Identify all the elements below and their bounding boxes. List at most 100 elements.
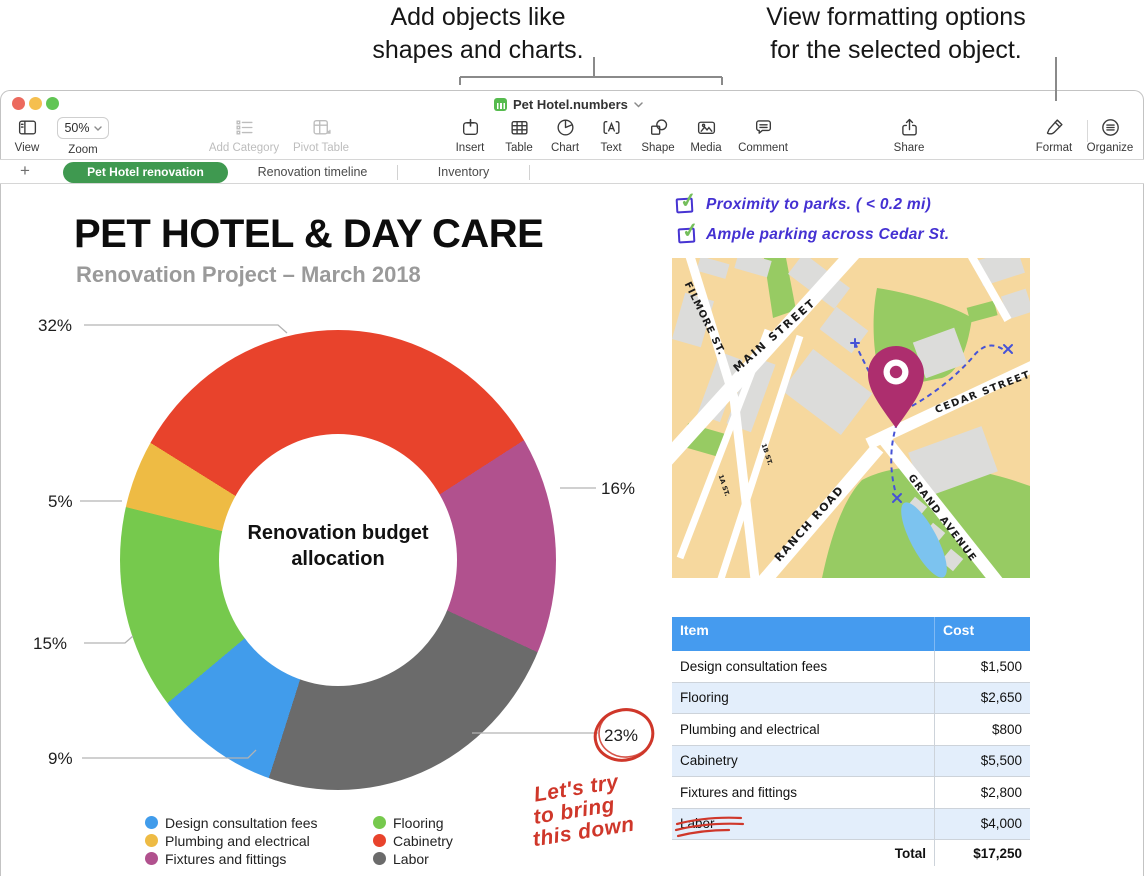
tab-strip: Pet Hotel renovation Renovation timeline I… bbox=[63, 161, 530, 183]
item-cell[interactable]: Cabinetry bbox=[672, 745, 935, 776]
chart-label: Chart bbox=[550, 142, 580, 154]
chart-button[interactable]: Chart bbox=[537, 117, 593, 154]
table-row[interactable]: Cabinetry $5,500 bbox=[672, 745, 1030, 777]
comment-label: Comment bbox=[738, 142, 788, 154]
comment-icon bbox=[755, 120, 771, 134]
format-paintbrush-icon bbox=[1046, 119, 1063, 135]
neighborhood-map[interactable]: FILMORE ST. MAIN STREET CEDAR STREET GRA… bbox=[672, 258, 1030, 578]
item-cell[interactable]: Labor bbox=[672, 808, 935, 839]
view-button[interactable]: View bbox=[3, 117, 51, 154]
table-row[interactable]: Plumbing and electrical $800 bbox=[672, 714, 1030, 746]
pct-label-design: 9% bbox=[48, 749, 73, 768]
route-markers bbox=[850, 338, 1013, 503]
legend-col-2[interactable]: Flooring Cabinetry Labor bbox=[373, 814, 453, 867]
legend-swatch bbox=[145, 834, 158, 847]
add-category-icon bbox=[235, 120, 253, 135]
table-row[interactable]: Labor $4,000 bbox=[672, 808, 1030, 840]
media-button[interactable]: Media bbox=[678, 117, 734, 154]
legend-label: Fixtures and fittings bbox=[165, 850, 287, 867]
sheet-subtitle[interactable]: Renovation Project – March 2018 bbox=[76, 262, 421, 287]
donut-chart-title: Renovation budget allocation bbox=[247, 522, 429, 570]
cost-cell[interactable]: $5,500 bbox=[980, 753, 1022, 769]
cost-table-header: Item Cost bbox=[672, 617, 1030, 651]
legend-col-1[interactable]: Design consultation fees Plumbing and ele… bbox=[145, 815, 318, 867]
shape-label: Shape bbox=[641, 142, 675, 154]
callout-add-objects-line1: Add objects like bbox=[390, 3, 566, 31]
tab-renovation-timeline[interactable]: Renovation timeline bbox=[228, 164, 398, 180]
header-cost[interactable]: Cost bbox=[943, 622, 975, 638]
close-button[interactable] bbox=[12, 97, 25, 110]
cost-cell[interactable]: $1,500 bbox=[980, 658, 1022, 674]
item-cell[interactable]: Design consultation fees bbox=[672, 651, 935, 682]
callout-view-formatting-line1: View formatting options bbox=[766, 3, 1026, 31]
callout-add-objects: Add objects like shapes and charts. bbox=[328, 1, 628, 67]
legend-item: Flooring bbox=[373, 814, 453, 831]
legend-item: Plumbing and electrical bbox=[145, 833, 318, 849]
cost-cell[interactable]: $2,650 bbox=[980, 690, 1022, 706]
organize-button[interactable]: Organize bbox=[1078, 117, 1142, 154]
item-cell[interactable]: Fixtures and fittings bbox=[672, 777, 935, 808]
insert-button[interactable]: Insert bbox=[440, 117, 500, 154]
cost-cell[interactable]: $2,800 bbox=[980, 784, 1022, 800]
legend-swatch bbox=[373, 834, 386, 847]
callout-view-formatting: View formatting options for the selected… bbox=[738, 1, 1054, 67]
cost-cell[interactable]: $800 bbox=[991, 721, 1022, 737]
organize-label: Organize bbox=[1086, 142, 1134, 154]
numbers-doc-icon bbox=[494, 98, 507, 111]
view-label: View bbox=[14, 142, 40, 154]
organize-icon bbox=[1101, 119, 1119, 136]
insert-icon bbox=[462, 118, 478, 136]
checklist-item-parks: Proximity to parks. ( < 0.2 mi) bbox=[706, 196, 932, 213]
legend-swatch bbox=[145, 852, 158, 865]
legend-item: Labor bbox=[373, 851, 453, 867]
item-cell[interactable]: Flooring bbox=[672, 682, 935, 713]
maximize-button[interactable] bbox=[46, 97, 59, 110]
pivot-table-icon bbox=[312, 119, 331, 135]
minimize-button[interactable] bbox=[29, 97, 42, 110]
table-icon bbox=[510, 121, 528, 135]
legend-swatch bbox=[373, 852, 386, 865]
tab-inventory[interactable]: Inventory bbox=[398, 164, 530, 180]
legend-item: Fixtures and fittings bbox=[145, 850, 318, 867]
tab-pet-hotel-renovation[interactable]: Pet Hotel renovation bbox=[63, 161, 228, 183]
total-label-cell[interactable]: Total bbox=[672, 840, 935, 866]
text-button[interactable]: Text bbox=[587, 117, 635, 154]
shape-icon bbox=[650, 119, 667, 135]
share-button[interactable]: Share bbox=[881, 117, 937, 154]
legend-label: Cabinetry bbox=[393, 832, 453, 849]
window-title[interactable]: Pet Hotel.numbers bbox=[494, 97, 643, 112]
add-sheet-button[interactable]: + bbox=[20, 161, 30, 180]
location-pin-icon bbox=[868, 345, 924, 428]
total-value-cell[interactable]: $17,250 bbox=[973, 845, 1022, 861]
comment-button[interactable]: Comment bbox=[728, 117, 798, 154]
item-cell[interactable]: Plumbing and electrical bbox=[672, 714, 935, 745]
toolbar-separator bbox=[1087, 120, 1088, 142]
checkmark-icon: ✓ bbox=[680, 218, 701, 244]
media-icon bbox=[697, 121, 715, 134]
toolbar-divider bbox=[0, 159, 1144, 160]
table-total-row[interactable]: Total $17,250 bbox=[672, 840, 1030, 866]
table-button[interactable]: Table bbox=[491, 117, 547, 154]
table-row[interactable]: Fixtures and fittings $2,800 bbox=[672, 777, 1030, 809]
table-label: Table bbox=[505, 142, 533, 154]
pivot-table-button[interactable]: Pivot Table bbox=[281, 117, 361, 154]
pct-label-flooring: 15% bbox=[33, 634, 68, 653]
sheet-title[interactable]: PET HOTEL & DAY CARE bbox=[74, 212, 544, 256]
legend-label: Flooring bbox=[393, 814, 444, 831]
format-button[interactable]: Format bbox=[1026, 117, 1082, 154]
checklist-annotation[interactable]: ✓ Proximity to parks. ( < 0.2 mi) ✓ Ampl… bbox=[674, 189, 1004, 252]
zoom-dropdown[interactable]: 50% bbox=[57, 117, 109, 139]
shape-button[interactable]: Shape bbox=[630, 117, 686, 154]
cost-cell[interactable]: $4,000 bbox=[980, 816, 1022, 832]
media-label: Media bbox=[690, 142, 722, 154]
add-category-button[interactable]: Add Category bbox=[199, 117, 289, 154]
view-sidebar-icon bbox=[18, 120, 36, 135]
header-item[interactable]: Item bbox=[672, 617, 935, 651]
add-category-label: Add Category bbox=[208, 142, 280, 154]
text-label: Text bbox=[600, 142, 622, 154]
legend-swatch bbox=[373, 816, 386, 829]
table-row[interactable]: Flooring $2,650 bbox=[672, 682, 1030, 714]
cost-table[interactable]: Item Cost Design consultation fees $1,500… bbox=[672, 617, 1030, 866]
table-row[interactable]: Design consultation fees $1,500 bbox=[672, 651, 1030, 683]
pct-label-fixtures: 16% bbox=[601, 479, 636, 498]
